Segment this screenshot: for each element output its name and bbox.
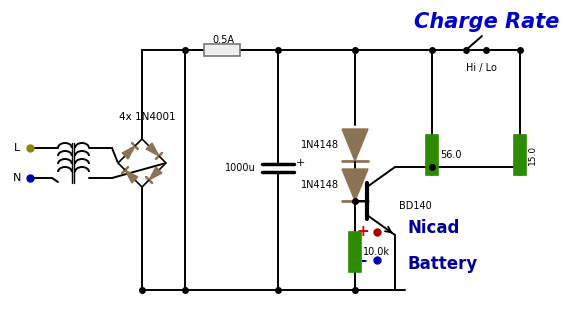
Polygon shape xyxy=(342,169,368,201)
Text: 15.0: 15.0 xyxy=(528,145,537,165)
Text: 10.0k: 10.0k xyxy=(363,247,390,257)
Text: Hi / Lo: Hi / Lo xyxy=(466,63,496,73)
Text: N: N xyxy=(13,173,21,183)
Polygon shape xyxy=(122,146,135,159)
Bar xyxy=(514,135,526,175)
Text: BD140: BD140 xyxy=(399,201,432,211)
Text: Nicad: Nicad xyxy=(408,219,461,237)
Text: +: + xyxy=(357,225,369,239)
Bar xyxy=(349,232,361,272)
Text: 4x 1N4001: 4x 1N4001 xyxy=(119,112,175,122)
Text: 56.0: 56.0 xyxy=(440,150,462,160)
Bar xyxy=(204,44,240,56)
Text: Charge Rate: Charge Rate xyxy=(415,12,560,32)
Polygon shape xyxy=(146,143,159,156)
Text: Battery: Battery xyxy=(408,255,478,273)
Text: 1N4148: 1N4148 xyxy=(301,180,339,190)
Bar xyxy=(426,135,438,175)
Text: -: - xyxy=(360,252,366,267)
Text: 0.5A: 0.5A xyxy=(212,35,234,45)
Text: +: + xyxy=(296,158,305,168)
Text: 1N4148: 1N4148 xyxy=(301,140,339,150)
Text: 1000u: 1000u xyxy=(226,163,256,173)
Polygon shape xyxy=(149,167,162,180)
Text: L: L xyxy=(14,143,20,153)
Polygon shape xyxy=(125,170,138,183)
Polygon shape xyxy=(342,129,368,161)
